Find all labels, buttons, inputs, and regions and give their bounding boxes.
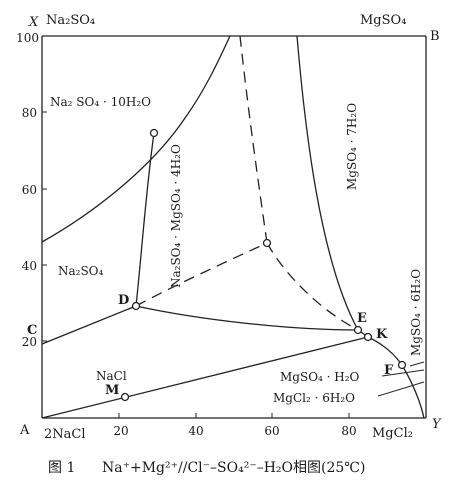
x-tick-20: 20 [113,424,128,438]
curve-a-k-nacl [41,336,369,419]
curve-c-d [41,305,137,345]
phase-boundaries [41,35,425,419]
phase-mgcl2-6h2o: MgCl₂ · 6H₂O [273,391,355,405]
corner-2nacl: 2NaCl [44,427,86,442]
figure-number: 图 1 [48,460,75,476]
y-tick-100: 100 [16,31,39,45]
curve-astrakanite-left [135,132,155,307]
corner-mgso4: MgSO₄ [360,13,406,28]
phase-mgso4-6h2o: MgSO₄ · 6H₂O [409,269,423,356]
x-axis-name: Y [432,417,442,432]
corner-mgcl2: MgCl₂ [372,426,413,441]
y-tick-80: 80 [22,106,37,120]
point-d-marker [131,301,141,311]
y-axis-name: X [28,15,39,30]
corner-b: B [430,29,440,44]
invariant-points [120,128,407,402]
label-e: E [357,311,367,326]
label-k: K [376,327,388,342]
point-peak [262,238,272,248]
y-tick-20: 20 [22,335,37,349]
y-tick-60: 60 [22,183,37,197]
point-m-marker [120,392,130,402]
dashed-peak-e [266,242,359,331]
x-tick-80: 80 [341,424,356,438]
label-c: C [27,323,37,338]
point-k-marker [363,332,373,342]
point-upper [149,128,159,138]
y-tick-40: 40 [22,259,37,273]
leader-lines [377,361,425,397]
phase-na2so4: Na₂SO₄ [58,264,104,278]
dashed-d-peak [135,242,268,307]
label-d: D [118,293,129,308]
phase-nacl: NaCl [96,369,127,383]
label-m: M [105,383,119,398]
phase-mgso4-7h2o: MgSO₄ · 7H₂O [345,103,359,190]
phase-astrakanite: Na₂SO₄ · MgSO₄ · 4H₂O [169,144,183,288]
x-tick-40: 40 [188,424,203,438]
dashed-peak-top [239,35,268,244]
corner-a: A [19,423,30,438]
metastable-lines [135,35,359,331]
phase-mgso4-h2o: MgSO₄ · H₂O [280,370,360,384]
left-ticks [42,111,47,342]
label-f: F [384,363,394,378]
point-e-marker [353,325,363,335]
curve-f-bottom [401,364,425,419]
corner-na2so4: Na₂SO₄ [46,13,95,28]
curve-na2so4-10h2o-boundary [41,35,231,243]
phase-na2so4-10h2o: Na₂ SO₄ · 10H₂O [50,95,151,109]
x-tick-60: 60 [264,424,279,438]
curve-d-e [135,305,359,331]
figure-caption: Na⁺+Mg²⁺//Cl⁻–SO₄²⁻–H₂O相图(25℃) [102,460,365,476]
point-f-marker [397,360,407,370]
bottom-ticks [118,413,350,418]
curve-mgso4-7h2o-boundary [296,35,359,331]
